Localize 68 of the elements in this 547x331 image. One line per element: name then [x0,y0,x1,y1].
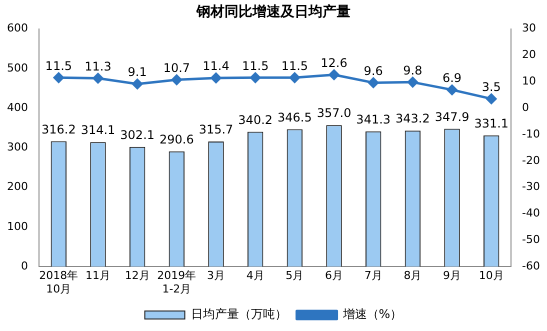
data-label: 9.6 [364,64,383,78]
y2-tick-label: 20 [522,48,536,62]
x-tick-label: 9月 [443,269,462,282]
x-tick-label: 3月 [207,269,226,282]
y2-tick-label: -50 [522,233,540,246]
data-label: 314.1 [80,123,116,138]
data-label: 9.1 [128,65,147,80]
point [328,70,340,80]
x-tick-label: 10月 [478,269,504,282]
point [132,78,143,90]
data-label: 343.2 [396,112,430,126]
y-tick-label: 100 [6,220,28,233]
data-label: 11.5 [242,58,269,73]
point [289,72,300,83]
point [210,72,222,84]
data-label: 340.2 [238,112,273,127]
x-tick-label: 8月 [404,269,422,282]
x-tick-label: 6月 [325,269,344,282]
x-tick-label: 12月 [124,269,150,282]
data-label: 3.5 [482,80,501,94]
x-tick-label: 2018年 10月 [39,269,78,296]
point [250,72,261,83]
data-label: 290.6 [159,132,194,147]
point [446,84,458,96]
legend-label: 增速（%） [342,307,402,322]
y-tick-label: 400 [6,100,28,114]
y2-tick-label: -10 [522,127,540,140]
point [92,72,104,84]
data-label: 346.5 [278,110,312,124]
data-label: 12.6 [320,56,348,70]
data-label: 347.9 [434,110,470,124]
data-label: 331.1 [474,116,509,130]
chart-title: 钢材同比增速及日均产量 [196,3,350,20]
legend-label: 日均产量（万吨） [190,307,287,322]
point [171,74,182,86]
data-label: 6.9 [442,70,462,85]
data-label: 341.3 [356,112,391,126]
point [407,76,418,88]
y2-tick-label: 10 [522,74,536,88]
point [53,72,64,83]
y-tick-label: 0 [20,259,28,272]
y2-tick-label: 30 [522,22,536,35]
x-tick-label: 7月 [364,269,382,282]
data-label: 357.0 [316,106,352,120]
data-label: 10.7 [163,60,190,75]
y2-tick-label: 0 [522,100,530,114]
y-tick-label: 600 [6,22,28,35]
y-tick-label: 200 [6,180,28,194]
y-tick-label: 500 [6,61,28,74]
point [486,94,497,104]
y2-tick-label: -20 [522,154,540,167]
data-label: 11.4 [202,59,230,74]
y2-tick-label: -60 [522,259,540,272]
data-label: 315.7 [198,122,234,137]
x-tick-label: 5月 [286,269,304,282]
x-tick-label: 11月 [86,269,110,282]
y2-tick-label: -40 [522,206,540,220]
y2-tick-label: -30 [522,180,540,194]
point [368,77,379,88]
data-label: 316.2 [41,122,76,136]
x-tick-label: 4月 [246,269,264,282]
data-label: 302.1 [120,128,155,142]
data-label: 11.5 [45,58,72,73]
y-tick-label: 300 [6,140,28,154]
data-label: 11.5 [281,58,308,73]
x-tick-label: 2019年 1-2月 [157,269,196,296]
data-label: 11.3 [84,59,112,74]
data-label: 9.8 [403,63,422,78]
